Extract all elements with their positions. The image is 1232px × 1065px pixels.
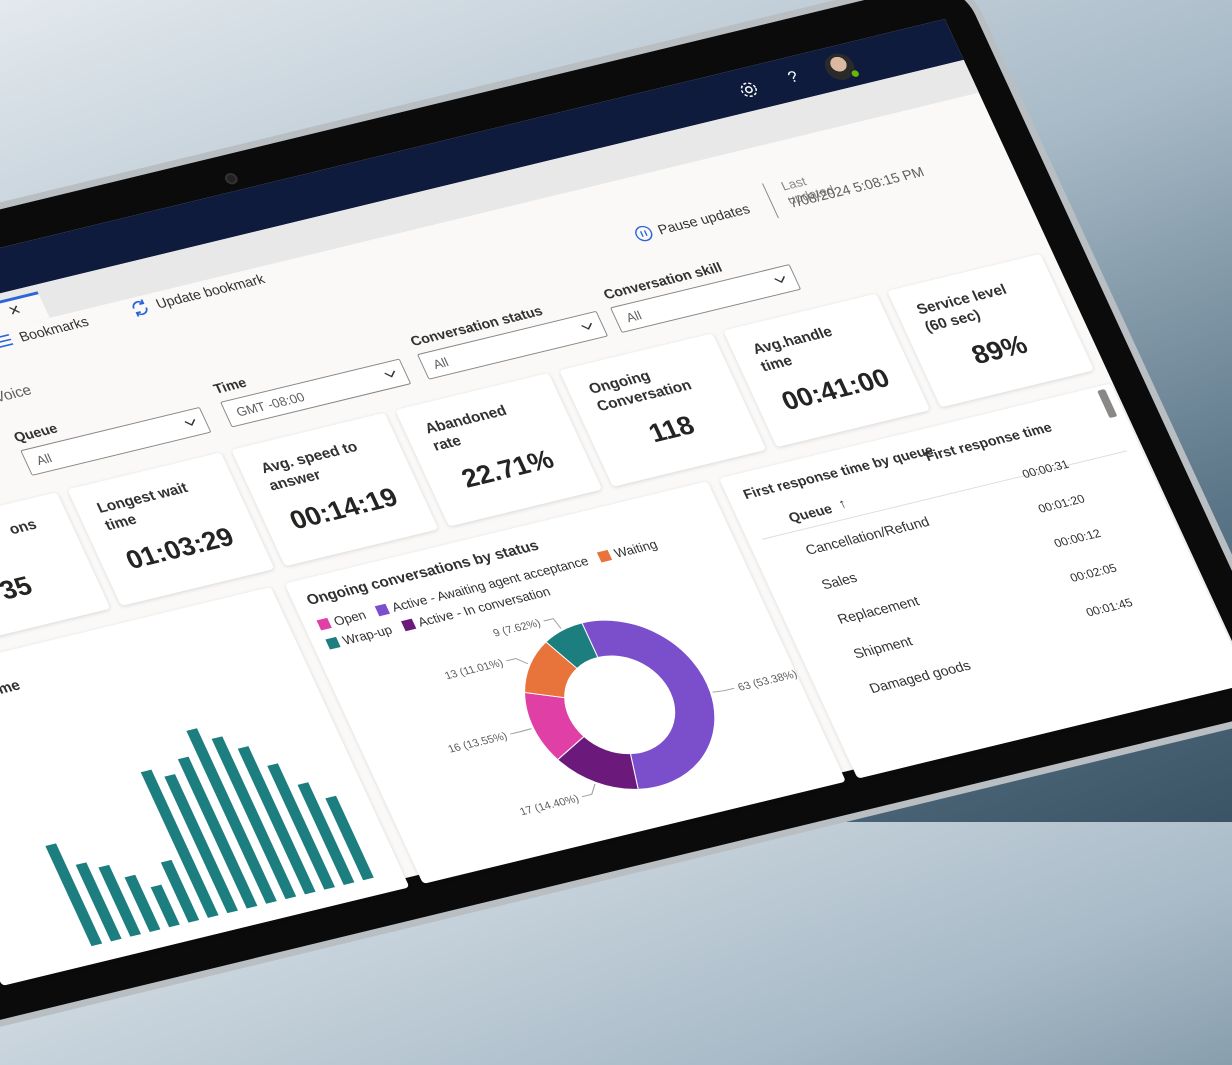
- queue-name: Sales: [818, 569, 860, 593]
- dropdown[interactable]: All: [20, 406, 212, 476]
- kpi-label: Service level (60 sec): [914, 281, 1010, 336]
- leader-line: [506, 658, 529, 665]
- chevron-path: [581, 322, 593, 330]
- sort-arrow: ↑: [835, 495, 849, 512]
- bookmarks-icon: [0, 334, 14, 349]
- column-header[interactable]: Queue: [785, 500, 835, 526]
- dropdown-value: All: [430, 354, 451, 372]
- kpi-value: 35: [0, 570, 37, 606]
- leader-line: [581, 783, 596, 798]
- kpi-label: Abandoned rate: [422, 402, 510, 455]
- queue-name: Replacement: [834, 592, 922, 627]
- kpi-label: ons: [6, 516, 40, 539]
- dropdown[interactable]: All: [609, 264, 802, 333]
- chevron-path: [774, 276, 786, 284]
- leader-line: [543, 618, 562, 629]
- pause-icon: [635, 225, 653, 242]
- data-label: 17 (14.40%): [518, 793, 581, 818]
- column-header[interactable]: First response time: [922, 419, 1055, 464]
- chevron: [774, 276, 786, 284]
- leader-line: [510, 728, 532, 735]
- queue-name: Damaged goods: [866, 657, 974, 696]
- scrollbar[interactable]: [1097, 388, 1118, 419]
- leader-line: [712, 687, 735, 693]
- response-time: 00:01:20: [1035, 491, 1088, 516]
- queue-name: Cancellation/Refund: [802, 513, 932, 558]
- dropdown[interactable]: GMT -08:00: [220, 358, 412, 428]
- update-icon: [132, 299, 148, 317]
- dropdown-value: All: [33, 450, 55, 468]
- donut-segment[interactable]: [542, 622, 601, 673]
- dropdown-value: All: [623, 307, 644, 325]
- kpi-label: Longest wait time: [94, 479, 191, 534]
- chevron: [384, 370, 396, 378]
- response-time: 00:01:45: [1083, 595, 1135, 620]
- response-time: 00:00:31: [1019, 457, 1072, 481]
- data-label: 13 (11.01%): [443, 657, 505, 682]
- kpi-label: Ongoing Conversation: [586, 367, 695, 415]
- donut-segment[interactable]: [563, 602, 744, 791]
- chevron: [581, 322, 593, 330]
- response-time: 00:02:05: [1067, 560, 1119, 585]
- settings-icon[interactable]: [735, 78, 763, 101]
- chevron-path: [184, 418, 196, 426]
- response-time: 00:00:12: [1051, 526, 1103, 551]
- donut-chart: 63 (53.38%) 17 (14.40%) 16 (13.55%) 13 (11.…: [443, 602, 799, 818]
- kpi-label: Avg.handle time: [750, 323, 836, 375]
- chevron-path: [384, 370, 396, 378]
- data-label: 16 (13.55%): [446, 730, 509, 755]
- data-label: 63 (53.38%): [736, 669, 799, 694]
- queue-name: Shipment: [850, 632, 915, 662]
- dropdown[interactable]: All: [416, 310, 609, 380]
- data-label: 9 (7.62%): [491, 617, 542, 639]
- kpi-label: Avg. speed to answer: [258, 438, 361, 495]
- donut-panel: Ongoing conversations by status Open Acti…: [284, 481, 847, 884]
- chevron: [184, 418, 196, 426]
